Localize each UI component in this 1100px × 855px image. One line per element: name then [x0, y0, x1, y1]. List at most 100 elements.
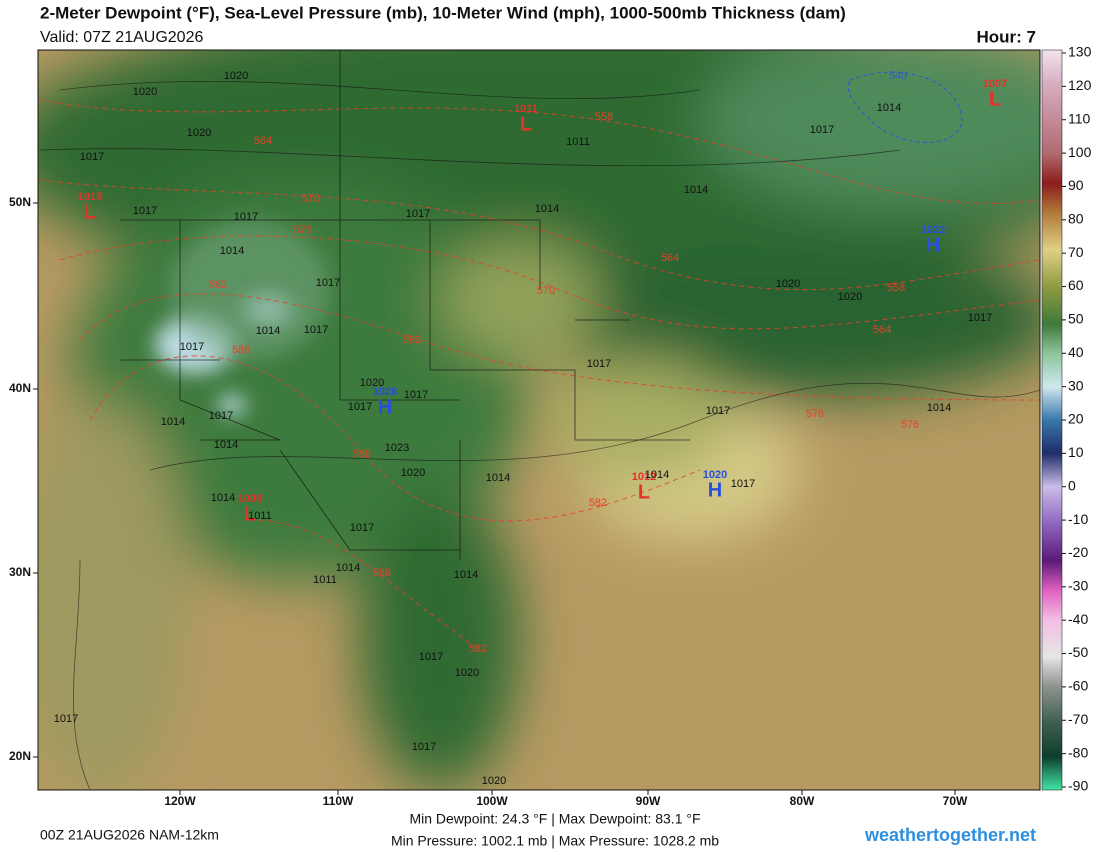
isobar-label: 1014 — [684, 184, 708, 196]
isobar-label: 1017 — [180, 341, 204, 353]
thickness-label: 582 — [403, 334, 421, 346]
colorbar-label: 0 — [1068, 477, 1076, 493]
colorbar-label: -30 — [1068, 578, 1088, 594]
pressure-center-value: 1009 — [238, 493, 262, 505]
isobar-label: 1017 — [412, 741, 436, 753]
isobar-label: 1020 — [401, 467, 425, 479]
thickness-label: 564 — [873, 324, 891, 336]
pressure-range: Min Pressure: 1002.1 mb | Max Pressure: … — [391, 833, 719, 849]
isobar-label: 1017 — [209, 410, 233, 422]
isobar-label: 1014 — [256, 325, 280, 337]
colorbar-label: 20 — [1068, 411, 1084, 427]
colorbar-label: -60 — [1068, 678, 1088, 694]
site-link[interactable]: weathertogether.net — [864, 825, 1036, 845]
thickness-label: 588 — [353, 448, 371, 460]
thickness-label: 570 — [537, 285, 555, 297]
thickness-label: 564 — [661, 252, 679, 264]
colorbar-label: 130 — [1068, 44, 1092, 60]
isobar-label: 1014 — [927, 402, 951, 414]
isobar-label: 1011 — [566, 136, 590, 148]
isobar-label: 1017 — [350, 522, 374, 534]
thickness-label: 576 — [901, 419, 919, 431]
isobar-label: 1020 — [776, 278, 800, 290]
isobar-label: 1017 — [316, 277, 340, 289]
isobar-label: 1017 — [810, 124, 834, 136]
pressure-center-value: 1012 — [632, 471, 656, 483]
pressure-center-value: 1028 — [373, 386, 397, 398]
isobar-label: 1020 — [187, 127, 211, 139]
latitude-label: 50N — [9, 195, 31, 209]
isobar-label: 1014 — [336, 562, 360, 574]
colorbar-label: 80 — [1068, 211, 1084, 227]
isobar-label: 1017 — [54, 713, 78, 725]
pressure-center-symbol: H — [378, 396, 392, 418]
longitude-label: 80W — [790, 794, 815, 808]
isobar-label: 1023 — [385, 442, 409, 454]
colorbar-label: 120 — [1068, 77, 1092, 93]
pressure-center-value: 1011 — [514, 103, 538, 115]
isobar-label: 1011 — [248, 510, 272, 522]
isobar-label: 1017 — [304, 324, 328, 336]
colorbar-label: -80 — [1068, 744, 1088, 760]
pressure-center-symbol: L — [638, 481, 650, 503]
colorbar-label: -90 — [1068, 778, 1088, 794]
thickness-label: 582 — [589, 497, 607, 509]
thickness-label: 588 — [232, 344, 250, 356]
isobar-label: 1020 — [482, 775, 506, 787]
colorbar-label: -50 — [1068, 644, 1088, 660]
colorbar-label: 10 — [1068, 444, 1084, 460]
isobar-label: 1017 — [706, 405, 730, 417]
isobar-label: 1017 — [234, 211, 258, 223]
latitude-label: 40N — [9, 381, 31, 395]
latitude-label: 30N — [9, 565, 31, 579]
isobar-label: 1014 — [161, 416, 185, 428]
longitude-label: 120W — [164, 794, 196, 808]
isobar-label: 1017 — [406, 208, 430, 220]
map-field — [38, 50, 1040, 790]
isobar-label: 1020 — [133, 86, 157, 98]
isobar-label: 1014 — [211, 492, 235, 504]
isobar-label: 1017 — [348, 401, 372, 413]
colorbar-label: 40 — [1068, 344, 1084, 360]
pressure-center-value: 1022 — [921, 224, 945, 236]
colorbar-label: 70 — [1068, 244, 1084, 260]
model-run: 00Z 21AUG2026 NAM-12km — [40, 827, 219, 843]
isobar-label: 1014 — [454, 569, 478, 581]
colorbar-label: -70 — [1068, 711, 1088, 727]
thickness-label: 570 — [302, 193, 320, 205]
pressure-center-symbol: H — [926, 234, 940, 256]
thickness-label: 558 — [887, 282, 905, 294]
pressure-center-value: 1015 — [78, 191, 102, 203]
isobar-label: 1020 — [455, 667, 479, 679]
thickness-label: 588 — [373, 567, 391, 579]
colorbar-label: -10 — [1068, 511, 1088, 527]
valid-time: Valid: 07Z 21AUG2026 — [40, 29, 203, 46]
thickness-label: 576 — [806, 408, 824, 420]
longitude-label: 70W — [943, 794, 968, 808]
isobar-label: 1017 — [419, 651, 443, 663]
isobar-label: 1014 — [645, 469, 669, 481]
pressure-center-symbol: L — [520, 113, 532, 135]
map-frame — [37, 49, 1041, 791]
colorbar-label: 90 — [1068, 177, 1084, 193]
isobar-label: 1017 — [404, 389, 428, 401]
pressure-center-symbol: L — [84, 201, 96, 223]
isobar-label: 1017 — [133, 205, 157, 217]
longitude-label: 110W — [323, 794, 354, 808]
thickness-label: 582 — [209, 279, 227, 291]
isobar-label: 1014 — [535, 203, 559, 215]
isobar-label: 1020 — [838, 291, 862, 303]
pressure-center-value: 1020 — [703, 469, 727, 481]
isobar-label: 1020 — [224, 70, 248, 82]
colorbar — [1041, 49, 1063, 791]
colorbar-label: -20 — [1068, 544, 1088, 560]
pressure-center-value: 1007 — [983, 78, 1007, 90]
isobar-label: 1014 — [486, 472, 510, 484]
isobar-label: 1017 — [80, 151, 104, 163]
isobar-label: 1014 — [214, 439, 238, 451]
pressure-center-symbol: L — [244, 503, 256, 525]
thickness-label: 582 — [469, 643, 487, 655]
longitude-label: 90W — [636, 794, 661, 808]
pressure-center-symbol: H — [708, 479, 722, 501]
